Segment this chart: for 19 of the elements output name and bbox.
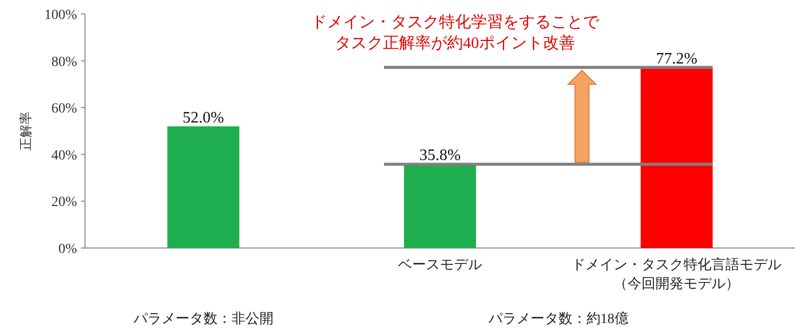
bar	[404, 164, 476, 248]
x-tick-label: ベースモデル	[397, 257, 483, 275]
bar	[640, 67, 713, 248]
annotation: タスク正解率が約40ポイント改善	[335, 34, 575, 52]
y-tick-label: 60%	[51, 102, 78, 117]
text: パラメータ数：非公開	[132, 311, 274, 327]
data-label: 77.2%	[656, 50, 698, 68]
y-tick-label: 40%	[51, 148, 78, 164]
y-tick-label: 100%	[44, 8, 78, 23]
text: パラメータ数：約18億	[487, 311, 628, 327]
y-axis-title: 正解率	[18, 112, 33, 150]
bar	[167, 126, 240, 248]
data-label: 52.0%	[182, 109, 224, 126]
y-tick-label: 0%	[58, 242, 78, 257]
y-tick-label: 80%	[51, 54, 78, 70]
annotation: ドメイン・タスク特化学習をすることで	[311, 13, 600, 31]
data-label: 35.8%	[419, 147, 461, 164]
y-tick-label: 20%	[51, 195, 78, 210]
x-tick-label: ドメイン・タスク特化言語モデル（今回開発モデル）	[570, 256, 783, 294]
